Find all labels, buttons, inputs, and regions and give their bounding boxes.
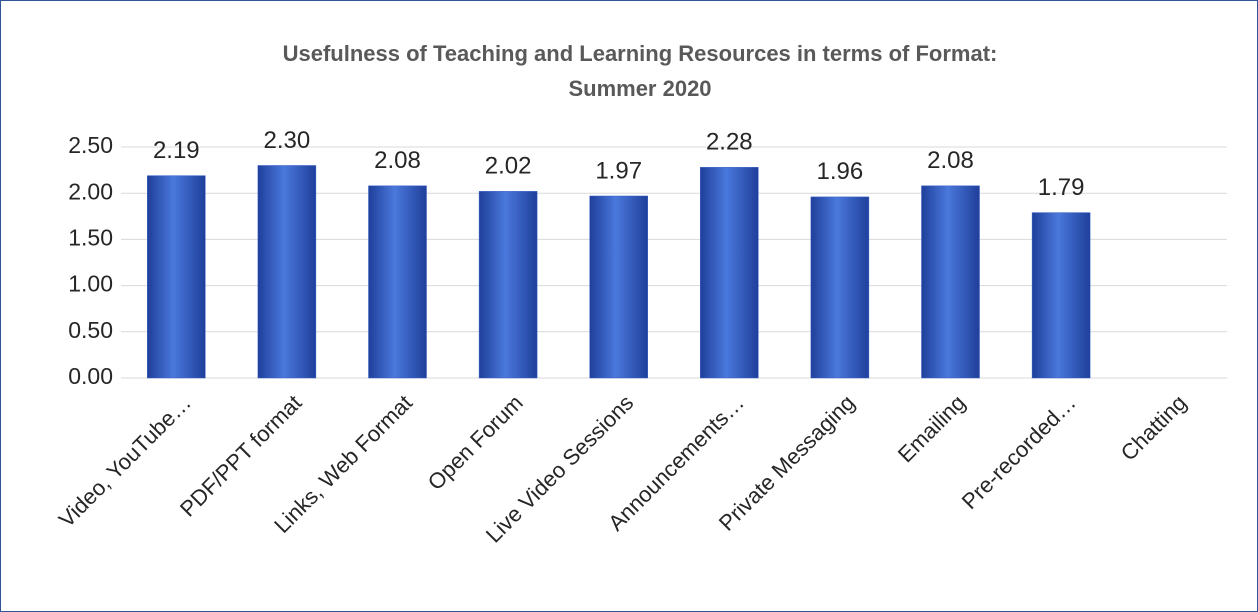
chart-title: Summer 2020 [568,76,711,101]
value-label: 2.30 [264,127,311,154]
y-tick-label: 2.50 [68,132,113,158]
y-tick-label: 1.00 [68,271,113,297]
value-label: 1.96 [817,158,864,185]
bar [921,185,980,379]
value-label: 1.79 [1038,174,1085,201]
bar [1031,212,1091,379]
bar [478,191,538,379]
bar [700,167,759,379]
bar [589,195,648,379]
bar [368,185,427,379]
y-tick-label: 0.00 [68,363,113,389]
chart-title: Usefulness of Teaching and Learning Reso… [283,41,998,66]
value-label: 2.28 [706,129,753,156]
value-label: 2.08 [374,147,421,174]
bar [810,196,870,379]
value-label: 1.97 [595,157,642,184]
bar [257,165,317,379]
value-label: 2.19 [153,137,200,164]
y-tick-label: 0.50 [68,317,113,343]
y-tick-label: 2.00 [68,178,113,204]
value-label: 2.02 [485,153,532,180]
value-label: 2.08 [927,147,974,174]
y-tick-label: 1.50 [68,224,113,250]
bar [147,175,206,379]
